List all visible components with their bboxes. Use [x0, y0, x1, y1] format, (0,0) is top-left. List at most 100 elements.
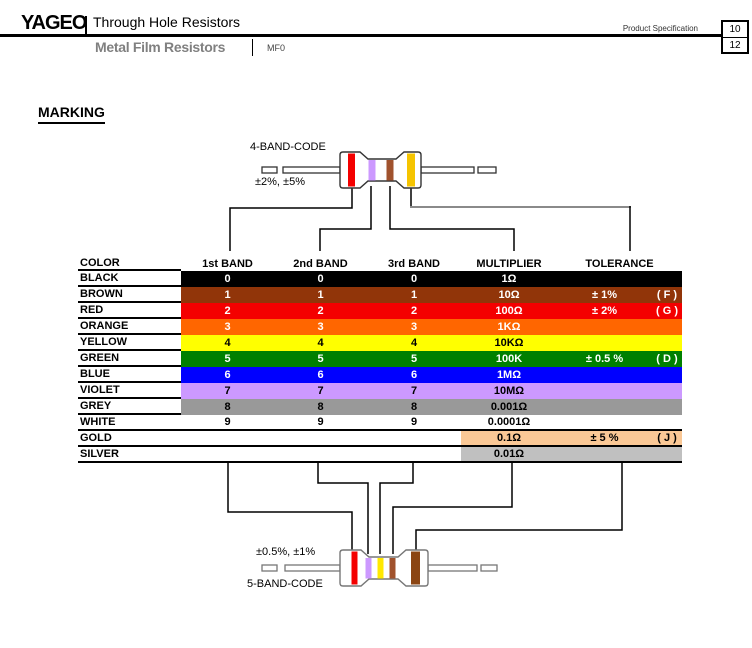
band3-cell: 7	[367, 383, 461, 399]
connector-multiplier	[392, 463, 513, 554]
five-band-resistor	[261, 549, 498, 587]
subtitle-divider	[252, 39, 253, 56]
five-band-connectors	[227, 463, 623, 554]
table-row-blue: BLUE 6 6 6 1MΩ	[78, 367, 682, 383]
band3-cell: 2	[367, 303, 461, 319]
band3-cell: 4	[367, 335, 461, 351]
four-band-code-label: 4-BAND-CODE	[250, 141, 326, 153]
color-name: YELLOW	[78, 335, 181, 351]
band2-cell: 7	[274, 383, 367, 399]
resistor-body	[339, 151, 422, 189]
multiplier-cell: 100Ω	[461, 303, 557, 319]
table-header-row: COLOR 1st BAND 2nd BAND 3rd BAND MULTIPLIER T…	[78, 256, 682, 271]
multiplier-cell: 10KΩ	[461, 335, 557, 351]
band3-cell: 5	[367, 351, 461, 367]
table-row-silver: SILVER 0.01Ω	[78, 447, 682, 463]
connector-2nd-band	[317, 463, 369, 554]
band1-cell: 2	[181, 303, 274, 319]
resistor-body	[339, 549, 429, 587]
band3-cell: 6	[367, 367, 461, 383]
band3-cell: 3	[367, 319, 461, 335]
band2-cell: 3	[274, 319, 367, 335]
column-header-1st-band: 1st BAND	[202, 257, 253, 270]
band1-cell: 8	[181, 399, 274, 415]
band2-cell: 9	[274, 415, 367, 431]
band2-cell	[274, 447, 367, 463]
connector-multiplier	[389, 186, 515, 251]
connector-3rd-band	[379, 463, 414, 554]
table-row-brown: BROWN 1 1 1 10Ω ± 1%( F )	[78, 287, 682, 303]
multiplier-cell: 0.001Ω	[461, 399, 557, 415]
multiplier-cell: 0.1Ω	[461, 431, 557, 447]
band1-cell: 6	[181, 367, 274, 383]
tolerance-cell	[557, 383, 682, 399]
color-name: BLACK	[78, 271, 181, 287]
color-name: GREEN	[78, 351, 181, 367]
four-band-tolerance-note: ±2%, ±5%	[255, 176, 305, 188]
tolerance-cell	[557, 415, 682, 431]
table-row-grey: GREY 8 8 8 0.001Ω	[78, 399, 682, 415]
tolerance-letter: ( D )	[656, 353, 678, 365]
tolerance-cell: ± 2% ( G )	[557, 303, 682, 319]
tolerance-value: ± 1%	[592, 289, 617, 301]
band-brown	[386, 160, 394, 181]
page-number-box: 10 12	[721, 20, 749, 54]
band-dark-brown	[411, 551, 420, 585]
table-row-black: BLACK 0 0 0 1Ω	[78, 271, 682, 287]
column-header-tolerance: TOLERANCE	[585, 257, 654, 270]
band3-cell: 8	[367, 399, 461, 415]
multiplier-cell: 100K	[461, 351, 557, 367]
column-header-color: COLOR	[78, 256, 181, 271]
band-yellow	[377, 558, 384, 579]
section-heading: MARKING	[38, 104, 105, 124]
multiplier-cell: 1KΩ	[461, 319, 557, 335]
column-header-2nd-band: 2nd BAND	[293, 257, 348, 270]
column-header-3rd-band: 3rd BAND	[388, 257, 440, 270]
multiplier-cell: 0.0001Ω	[461, 415, 557, 431]
band2-cell: 1	[274, 287, 367, 303]
header-divider	[85, 16, 87, 35]
multiplier-cell: 10Ω	[461, 287, 557, 303]
band-red	[348, 153, 355, 187]
band2-cell: 5	[274, 351, 367, 367]
band-violet	[368, 160, 376, 181]
band1-cell: 1	[181, 287, 274, 303]
column-header-multiplier: MULTIPLIER	[476, 257, 542, 270]
tolerance-cell	[557, 367, 682, 383]
band1-cell: 7	[181, 383, 274, 399]
color-name: WHITE	[78, 415, 181, 431]
band3-cell: 9	[367, 415, 461, 431]
connector-1st-band	[227, 463, 353, 553]
tolerance-cell	[557, 335, 682, 351]
tolerance-cell	[557, 319, 682, 335]
band1-cell: 4	[181, 335, 274, 351]
band2-cell	[274, 431, 367, 447]
color-name: RED	[78, 303, 181, 319]
tolerance-cell: ± 1% ( F )	[557, 287, 682, 303]
resistor-leads	[261, 166, 497, 174]
color-name: GREY	[78, 399, 181, 415]
model-code: MF0	[267, 43, 285, 53]
band1-cell	[181, 431, 274, 447]
band-violet	[365, 558, 372, 579]
band1-cell: 5	[181, 351, 274, 367]
color-code-table: COLOR 1st BAND 2nd BAND 3rd BAND MULTIPLIER T…	[78, 256, 682, 463]
band-gold	[407, 153, 415, 187]
table-row-yellow: YELLOW 4 4 4 10KΩ	[78, 335, 682, 351]
table-row-red: RED 2 2 2 100Ω ± 2%( G )	[78, 303, 682, 319]
connector-1st-band	[229, 186, 353, 251]
multiplier-cell: 0.01Ω	[461, 447, 557, 463]
band2-cell: 8	[274, 399, 367, 415]
page-total: 12	[729, 40, 741, 51]
tolerance-value: ± 0.5 %	[585, 353, 624, 365]
band-red	[351, 551, 358, 585]
band3-cell: 0	[367, 271, 461, 287]
band1-cell	[181, 447, 274, 463]
band2-cell: 0	[274, 271, 367, 287]
band1-cell: 3	[181, 319, 274, 335]
header-rule	[0, 34, 721, 37]
band1-cell: 9	[181, 415, 274, 431]
band-brown	[389, 558, 396, 579]
